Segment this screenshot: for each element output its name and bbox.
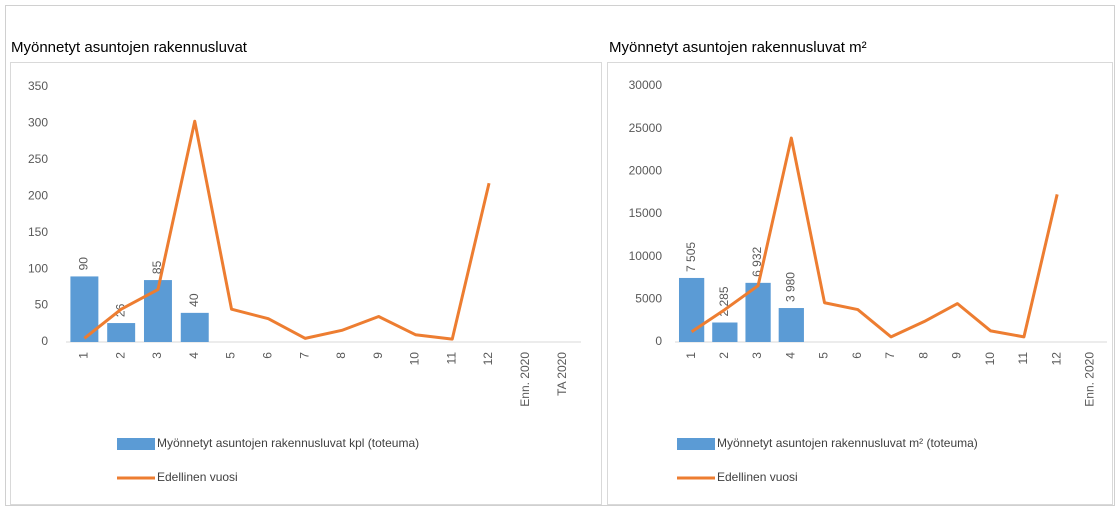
x-tick-label: 11 (444, 352, 458, 365)
data-label: 90 (77, 257, 91, 271)
y-tick-label: 0 (41, 334, 48, 348)
bar (778, 308, 804, 342)
x-tick-label: 10 (983, 352, 997, 366)
line (83, 119, 491, 341)
y-tick-label: 300 (28, 116, 48, 130)
x-tick-label: 6 (850, 352, 864, 359)
x-tick-label: Enn. 2020 (518, 352, 532, 407)
x-tick-label: 5 (817, 352, 831, 359)
x-tick-label: 1 (77, 352, 91, 359)
bar (678, 277, 705, 342)
x-tick-label: 10 (408, 352, 422, 366)
x-tick-label: 12 (1049, 352, 1063, 366)
x-tick-label: 4 (783, 352, 797, 359)
y-tick-label: 0 (655, 334, 662, 348)
y-tick-label: 100 (28, 261, 48, 275)
legend-label: Edellinen vuosi (157, 470, 238, 484)
bar (107, 323, 136, 342)
x-tick-label: 9 (950, 352, 964, 359)
x-tick-label: 6 (260, 352, 274, 359)
y-tick-label: 150 (28, 225, 48, 239)
y-tick-label: 250 (28, 152, 48, 166)
x-tick-label: 7 (297, 352, 311, 359)
y-tick-label: 350 (28, 79, 48, 93)
y-tick-label: 15000 (629, 206, 663, 220)
bar (712, 322, 738, 342)
x-tick-label: TA 2020 (555, 352, 569, 396)
chart-title: Myönnetyt asuntojen rakennusluvat m² (609, 39, 867, 56)
chart-frame (607, 62, 1113, 505)
legend-label: Myönnetyt asuntojen rakennusluvat m² (to… (717, 436, 978, 450)
data-label: 3 980 (783, 272, 797, 302)
y-tick-label: 5000 (635, 292, 662, 306)
legend-label: Myönnetyt asuntojen rakennusluvat kpl (t… (157, 436, 419, 450)
x-tick-label: 8 (916, 352, 930, 359)
x-tick-label: 8 (334, 352, 348, 359)
x-tick-label: 9 (371, 352, 385, 359)
x-tick-label: 1 (684, 352, 698, 359)
x-tick-label: 5 (224, 352, 238, 359)
y-tick-label: 200 (28, 188, 48, 202)
data-label: 7 505 (684, 242, 698, 272)
legend-label: Edellinen vuosi (717, 470, 798, 484)
legend-swatch (677, 438, 715, 450)
x-tick-label: 2 (113, 352, 127, 359)
x-tick-label: 7 (883, 352, 897, 359)
x-tick-label: 4 (187, 352, 201, 359)
chart-frame (10, 62, 602, 505)
frame (5, 5, 1115, 506)
x-tick-label: Enn. 2020 (1083, 352, 1097, 407)
data-label: 40 (187, 293, 201, 307)
x-tick-label: 12 (481, 352, 495, 366)
y-tick-label: 30000 (629, 78, 663, 92)
bar (180, 312, 209, 342)
y-tick-label: 10000 (629, 249, 663, 263)
y-tick-label: 50 (35, 298, 49, 312)
y-tick-label: 20000 (629, 164, 663, 178)
x-tick-label: 3 (150, 352, 164, 359)
x-tick-label: 3 (750, 352, 764, 359)
line (690, 136, 1059, 339)
x-tick-label: 11 (1016, 352, 1030, 365)
y-tick-label: 25000 (629, 121, 663, 135)
x-tick-label: 2 (717, 352, 731, 359)
legend-swatch (117, 438, 155, 450)
chart-title: Myönnetyt asuntojen rakennusluvat (11, 39, 248, 56)
